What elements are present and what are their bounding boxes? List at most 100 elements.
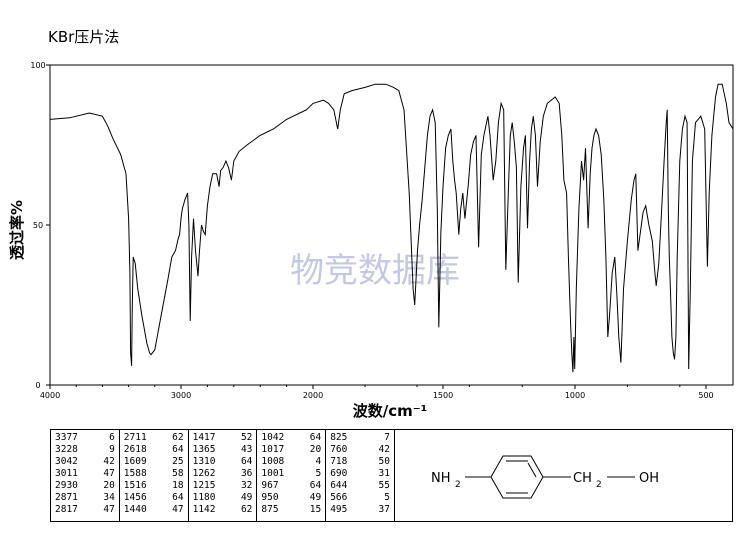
- peak-row: 1262 36: [193, 468, 253, 480]
- peak-transmittance: 25: [172, 456, 184, 467]
- peak-wavenumber: 1456: [123, 492, 147, 503]
- peak-transmittance: 20: [309, 444, 322, 455]
- peak-transmittance: 58: [172, 468, 184, 479]
- peak-transmittance: 62: [240, 504, 253, 515]
- peak-wavenumber: 950: [261, 492, 279, 503]
- peak-row: 3042 42: [55, 456, 115, 468]
- peak-wavenumber: 3377: [55, 432, 78, 443]
- peak-row: 1008 4: [261, 456, 321, 468]
- peak-column: 3377 6 3228 9 3042 42 3011 47 2930 20 2871 34 2817 47: [51, 430, 120, 521]
- peak-wavenumber: 967: [261, 480, 279, 491]
- peak-transmittance: 37: [378, 504, 390, 515]
- peak-transmittance: 64: [172, 444, 184, 455]
- peak-column: 1042 64 1017 20 1008 4 1001 5 967 64 950 49 875 15: [257, 430, 327, 521]
- methylene-subscript: 2: [596, 480, 602, 490]
- peak-wavenumber: 1516: [123, 480, 147, 491]
- y-tick-label: 100: [30, 61, 45, 70]
- peak-row: 3377 6: [55, 432, 115, 444]
- y-axis: 0 50 100: [30, 61, 50, 390]
- peak-wavenumber: 1310: [192, 456, 216, 467]
- peak-wavenumber: 2930: [55, 480, 78, 491]
- peak-transmittance: 49: [309, 492, 322, 503]
- x-tick-label: 1000: [565, 391, 585, 400]
- peak-row: 1042 64: [261, 432, 321, 444]
- peak-transmittance: 4: [315, 456, 322, 467]
- peak-wavenumber: 3042: [55, 456, 78, 467]
- watermark: 物竞数据库: [290, 251, 460, 291]
- peak-wavenumber: 1008: [261, 456, 285, 467]
- benzene-ring: [490, 455, 544, 499]
- peak-row: 1180 49: [193, 492, 253, 504]
- peak-transmittance: 32: [240, 480, 253, 491]
- peak-wavenumber: 2711: [123, 432, 147, 443]
- peak-wavenumber: 1588: [123, 468, 147, 479]
- peak-transmittance: 49: [240, 492, 253, 503]
- x-tick-label: 2000: [303, 391, 323, 400]
- peak-row: 690 31: [330, 468, 390, 480]
- peak-wavenumber: 875: [261, 504, 279, 515]
- peak-row: 1365 43: [193, 444, 253, 456]
- peak-transmittance: 7: [384, 432, 390, 443]
- x-tick-label: 3000: [171, 391, 191, 400]
- peak-transmittance: 9: [109, 444, 115, 455]
- peak-transmittance: 64: [309, 432, 322, 443]
- peak-wavenumber: 760: [330, 444, 348, 455]
- amino-group: NH: [431, 471, 451, 486]
- peak-transmittance: 64: [172, 492, 184, 503]
- peak-wavenumber: 2618: [123, 444, 147, 455]
- peak-transmittance: 47: [103, 504, 115, 515]
- peak-transmittance: 62: [172, 432, 184, 443]
- peak-table: 3377 6 3228 9 3042 42 3011 47 2930 20 2871 34 2817 47…: [50, 429, 395, 522]
- y-axis-label: 透过率%: [8, 200, 26, 260]
- peak-transmittance: 42: [378, 444, 390, 455]
- peak-wavenumber: 1017: [261, 444, 285, 455]
- y-tick-label: 50: [33, 221, 43, 230]
- peak-row: 875 15: [261, 504, 321, 516]
- peak-row: 495 37: [330, 504, 390, 516]
- peak-row: 2618 64: [124, 444, 184, 456]
- peak-transmittance: 64: [309, 480, 322, 491]
- peak-row: 1516 18: [124, 480, 184, 492]
- peak-row: 644 55: [330, 480, 390, 492]
- hydroxyl-group: OH: [639, 471, 659, 486]
- peak-wavenumber: 1142: [192, 504, 216, 515]
- peak-wavenumber: 2817: [55, 504, 78, 515]
- peak-transmittance: 20: [103, 480, 115, 491]
- peak-row: 2817 47: [55, 504, 115, 516]
- peak-wavenumber: 1417: [192, 432, 216, 443]
- ir-spectrum-chart: 0 50 100 4000 3000 2000 1500 1000 500 物竞数据库 波数/…: [8, 61, 734, 420]
- peak-row: 3011 47: [55, 468, 115, 480]
- peak-row: 1417 52: [193, 432, 253, 444]
- methylene-group: CH: [573, 471, 592, 486]
- peak-wavenumber: 1001: [261, 468, 285, 479]
- peak-row: 950 49: [261, 492, 321, 504]
- structure-panel: NH 2 CH 2 OH: [395, 429, 733, 522]
- peak-row: 1215 32: [193, 480, 253, 492]
- peak-row: 1456 64: [124, 492, 184, 504]
- spectrum-line: [49, 83, 734, 373]
- peak-row: 1609 25: [124, 456, 184, 468]
- peak-transmittance: 5: [384, 492, 390, 503]
- peak-wavenumber: 1215: [192, 480, 216, 491]
- peak-row: 2871 34: [55, 492, 115, 504]
- structure-diagram: NH 2 CH 2 OH: [431, 455, 659, 499]
- peak-transmittance: 36: [240, 468, 253, 479]
- peak-transmittance: 18: [172, 480, 184, 491]
- peak-transmittance: 50: [378, 456, 390, 467]
- x-tick-label: 500: [698, 391, 713, 400]
- peak-transmittance: 47: [103, 468, 115, 479]
- x-tick-label: 4000: [40, 391, 60, 400]
- peak-wavenumber: 690: [330, 468, 348, 479]
- peak-row: 825 7: [330, 432, 390, 444]
- peak-transmittance: 42: [103, 456, 115, 467]
- peak-wavenumber: 3228: [55, 444, 78, 455]
- peak-wavenumber: 566: [330, 492, 348, 503]
- peak-transmittance: 55: [378, 480, 390, 491]
- peak-wavenumber: 644: [330, 480, 348, 491]
- peak-transmittance: 34: [103, 492, 115, 503]
- peak-wavenumber: 2871: [55, 492, 78, 503]
- method-label: KBr压片法: [48, 28, 120, 46]
- peak-wavenumber: 495: [330, 504, 348, 515]
- x-tick-label: 1500: [433, 391, 453, 400]
- peak-row: 1001 5: [261, 468, 321, 480]
